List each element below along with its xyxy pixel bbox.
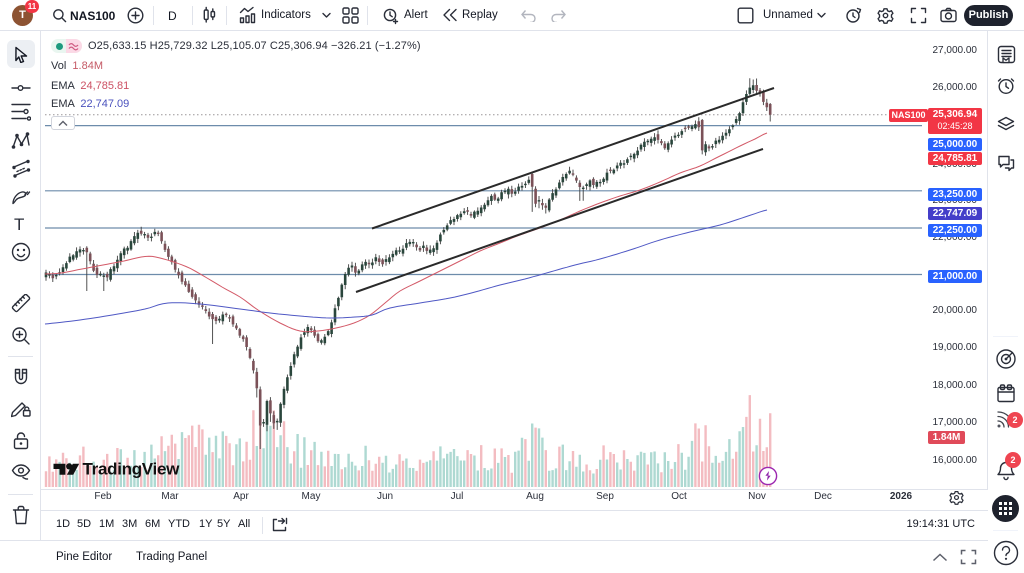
svg-text:TradingView: TradingView	[83, 460, 181, 479]
